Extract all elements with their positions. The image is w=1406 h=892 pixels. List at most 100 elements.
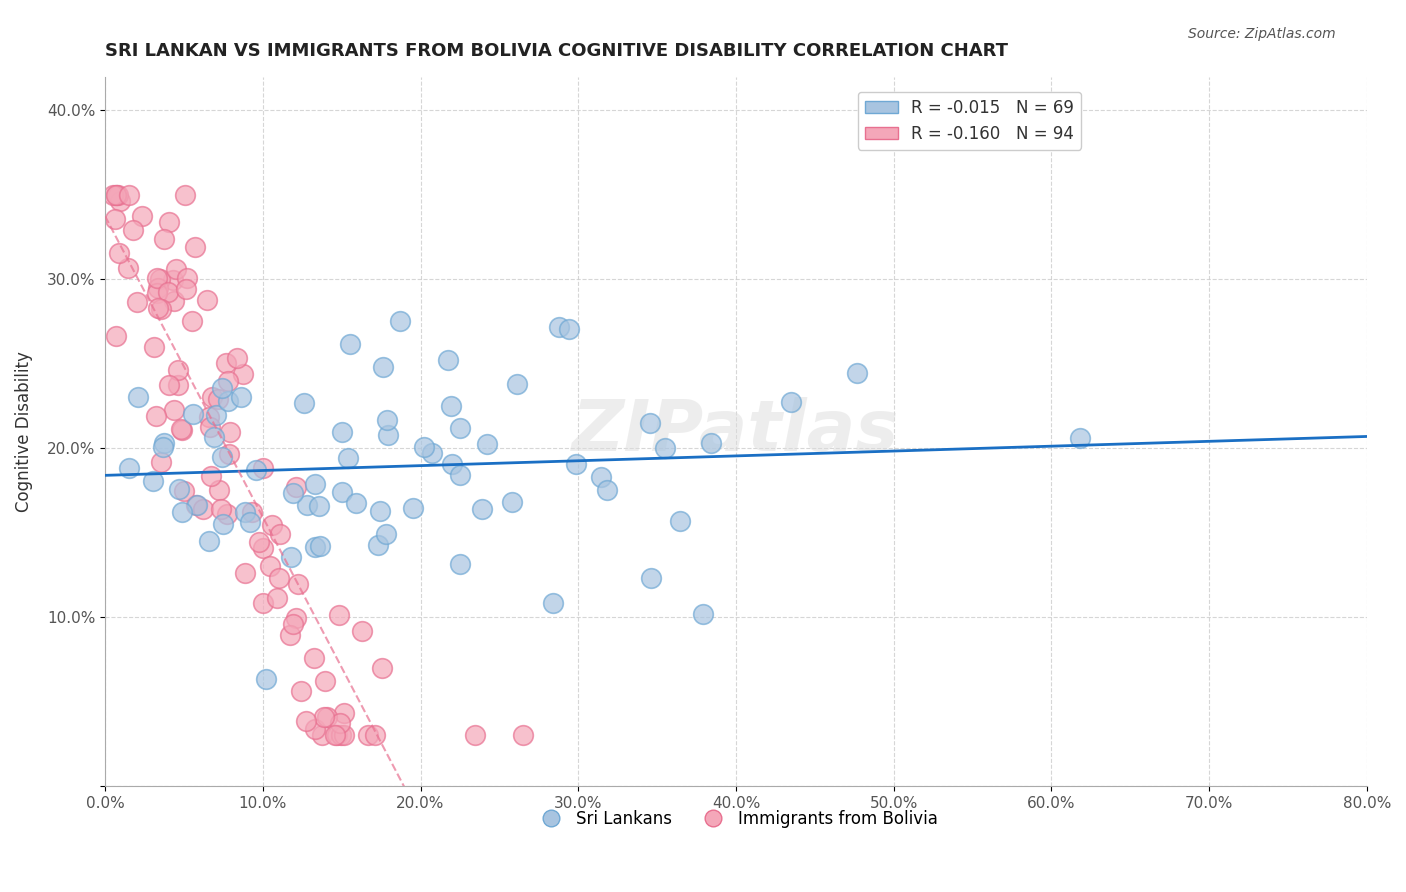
Point bbox=[233, 505, 256, 519]
Point bbox=[640, 571, 662, 585]
Point bbox=[211, 450, 233, 465]
Point bbox=[252, 596, 274, 610]
Point bbox=[217, 374, 239, 388]
Point bbox=[219, 425, 242, 439]
Point bbox=[232, 368, 254, 382]
Point bbox=[846, 366, 869, 380]
Point bbox=[367, 538, 389, 552]
Point bbox=[142, 340, 165, 354]
Point bbox=[105, 187, 128, 202]
Point bbox=[420, 446, 443, 460]
Point bbox=[333, 728, 356, 742]
Point bbox=[436, 352, 458, 367]
Point bbox=[191, 501, 214, 516]
Point bbox=[449, 421, 471, 435]
Point bbox=[596, 483, 619, 498]
Point bbox=[142, 474, 165, 488]
Point bbox=[357, 728, 380, 742]
Point bbox=[117, 461, 139, 475]
Point bbox=[180, 313, 202, 327]
Point bbox=[501, 494, 523, 508]
Point bbox=[413, 440, 436, 454]
Point bbox=[304, 722, 326, 736]
Point bbox=[173, 484, 195, 499]
Point bbox=[440, 400, 463, 414]
Point bbox=[449, 558, 471, 572]
Point bbox=[104, 329, 127, 343]
Point bbox=[198, 409, 221, 424]
Point bbox=[280, 550, 302, 565]
Point bbox=[364, 728, 387, 742]
Point bbox=[197, 533, 219, 548]
Point bbox=[176, 270, 198, 285]
Point bbox=[779, 395, 801, 409]
Point bbox=[373, 359, 395, 374]
Point bbox=[104, 211, 127, 226]
Point bbox=[284, 480, 307, 494]
Point bbox=[209, 502, 232, 516]
Point bbox=[214, 356, 236, 370]
Point bbox=[252, 541, 274, 556]
Point bbox=[198, 419, 221, 434]
Point bbox=[146, 301, 169, 315]
Point bbox=[122, 223, 145, 237]
Point bbox=[183, 239, 205, 253]
Text: Source: ZipAtlas.com: Source: ZipAtlas.com bbox=[1188, 27, 1336, 41]
Point bbox=[344, 496, 367, 510]
Point bbox=[181, 407, 204, 421]
Point bbox=[149, 455, 172, 469]
Point bbox=[170, 505, 193, 519]
Point bbox=[692, 607, 714, 621]
Point bbox=[167, 483, 190, 497]
Point bbox=[287, 576, 309, 591]
Point bbox=[152, 440, 174, 454]
Point bbox=[149, 272, 172, 286]
Point bbox=[205, 408, 228, 422]
Point bbox=[170, 423, 193, 437]
Point bbox=[292, 395, 315, 409]
Point bbox=[157, 215, 180, 229]
Point bbox=[295, 714, 318, 728]
Point bbox=[564, 458, 586, 472]
Text: ZIPatlas: ZIPatlas bbox=[572, 397, 900, 466]
Point bbox=[388, 314, 411, 328]
Point bbox=[200, 469, 222, 483]
Legend: Sri Lankans, Immigrants from Bolivia: Sri Lankans, Immigrants from Bolivia bbox=[527, 803, 945, 834]
Point bbox=[304, 477, 326, 491]
Point bbox=[308, 499, 330, 513]
Point bbox=[548, 319, 571, 334]
Point bbox=[654, 442, 676, 456]
Point bbox=[218, 393, 240, 408]
Point bbox=[259, 558, 281, 573]
Point bbox=[374, 526, 396, 541]
Point bbox=[541, 596, 564, 610]
Point bbox=[152, 436, 174, 450]
Point bbox=[669, 514, 692, 528]
Point bbox=[174, 282, 197, 296]
Point bbox=[471, 501, 494, 516]
Point bbox=[314, 674, 336, 689]
Point bbox=[202, 430, 225, 444]
Point bbox=[402, 500, 425, 515]
Point bbox=[157, 377, 180, 392]
Point bbox=[371, 661, 394, 675]
Point bbox=[330, 728, 353, 742]
Point bbox=[146, 280, 169, 294]
Point bbox=[302, 650, 325, 665]
Point bbox=[323, 728, 346, 742]
Point bbox=[186, 498, 208, 512]
Point bbox=[281, 616, 304, 631]
Point bbox=[477, 437, 499, 451]
Point bbox=[311, 728, 333, 742]
Point bbox=[107, 187, 129, 202]
Point bbox=[218, 447, 240, 461]
Point bbox=[153, 231, 176, 245]
Point bbox=[174, 187, 197, 202]
Point bbox=[150, 302, 173, 317]
Point bbox=[269, 571, 291, 585]
Point bbox=[506, 377, 529, 392]
Point bbox=[104, 187, 127, 202]
Point bbox=[328, 607, 350, 622]
Point bbox=[309, 539, 332, 553]
Point bbox=[170, 422, 193, 436]
